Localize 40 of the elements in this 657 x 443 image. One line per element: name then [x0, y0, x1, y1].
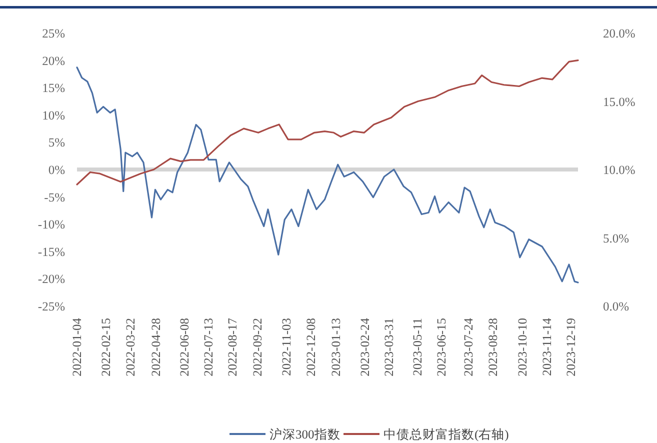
y2-tick-label: 0.0%	[603, 300, 630, 314]
x-tick-label: 2022-03-22	[123, 318, 138, 376]
y-tick-label: 25%	[42, 26, 65, 40]
y2-tick-label: 10.0%	[603, 163, 636, 177]
x-tick-label: 2022-08-17	[226, 318, 240, 376]
y-tick-label: 15%	[42, 81, 65, 96]
x-tick-label: 2022-09-22	[250, 318, 265, 376]
y-tick-label: 5%	[48, 136, 65, 150]
x-tick-label: 2022-02-15	[99, 318, 114, 376]
y2-tick-label: 5.0%	[603, 231, 630, 246]
y-tick-label: 0%	[48, 163, 65, 177]
x-tick-label: 2023-07-24	[462, 317, 476, 376]
x-tick-label: 2023-03-31	[382, 318, 396, 376]
x-tick-label: 2023-05-11	[410, 318, 424, 376]
x-tick-label: 2023-06-15	[434, 318, 449, 376]
y-tick-label: -20%	[38, 272, 65, 286]
x-tick-label: 2022-12-08	[304, 318, 318, 376]
line-series	[76, 60, 579, 186]
x-tick-label: 2022-01-04	[70, 317, 84, 376]
x-tick-label: 2022-06-08	[177, 318, 192, 376]
x-tick-label: 2023-02-24	[358, 317, 372, 376]
y-tick-label: -25%	[38, 300, 65, 314]
x-tick-label: 2022-04-28	[148, 318, 163, 376]
x-tick-label: 2023-10-10	[516, 318, 530, 376]
y2-tick-label: 15.0%	[603, 94, 636, 109]
y-tick-label: 10%	[42, 108, 65, 122]
x-tick-label: 2022-11-03	[280, 318, 294, 376]
x-tick-label: 2022-07-13	[201, 318, 216, 376]
line-series	[76, 66, 579, 284]
y2-tick-label: 20.0%	[603, 26, 636, 40]
y-tick-label: -15%	[38, 244, 65, 259]
x-tick-label: 2023-01-13	[328, 318, 343, 376]
y-tick-label: 20%	[42, 54, 65, 68]
y-tick-label: -10%	[38, 218, 65, 232]
legend-label: 中债总财富指数(右轴)	[384, 426, 509, 442]
x-tick-label: 2023-11-14	[540, 317, 554, 376]
x-tick-label: 2023-08-28	[486, 318, 500, 376]
y-tick-label: -5%	[44, 190, 65, 204]
x-tick-label: 2023-12-19	[564, 318, 578, 376]
legend-label: 沪深300指数	[270, 426, 340, 442]
